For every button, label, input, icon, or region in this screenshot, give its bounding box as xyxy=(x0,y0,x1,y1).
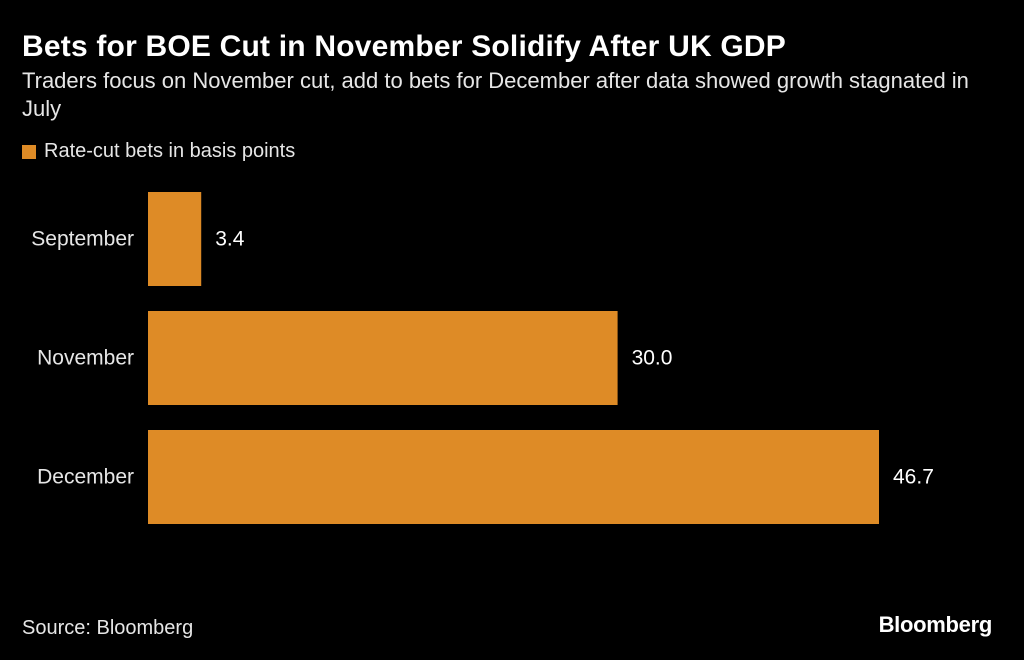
category-label-december: December xyxy=(37,466,134,489)
legend: Rate-cut bets in basis points xyxy=(22,140,295,163)
legend-swatch xyxy=(22,144,36,159)
bloomberg-logo: Bloomberg xyxy=(878,612,993,637)
chart-subtitle: Traders focus on November cut, add to be… xyxy=(22,68,969,121)
legend-label: Rate-cut bets in basis points xyxy=(44,140,296,162)
bar-december xyxy=(148,430,879,524)
bar-september xyxy=(148,192,202,286)
value-label-november: 30.0 xyxy=(632,347,673,370)
category-label-september: September xyxy=(31,228,134,251)
value-label-december: 46.7 xyxy=(893,466,934,489)
source-note: Source: Bloomberg xyxy=(22,617,194,639)
chart-title: Bets for BOE Cut in November Solidify Af… xyxy=(22,30,786,63)
category-label-november: November xyxy=(37,347,134,370)
value-label-september: 3.4 xyxy=(215,228,245,251)
bar-november xyxy=(148,311,618,405)
